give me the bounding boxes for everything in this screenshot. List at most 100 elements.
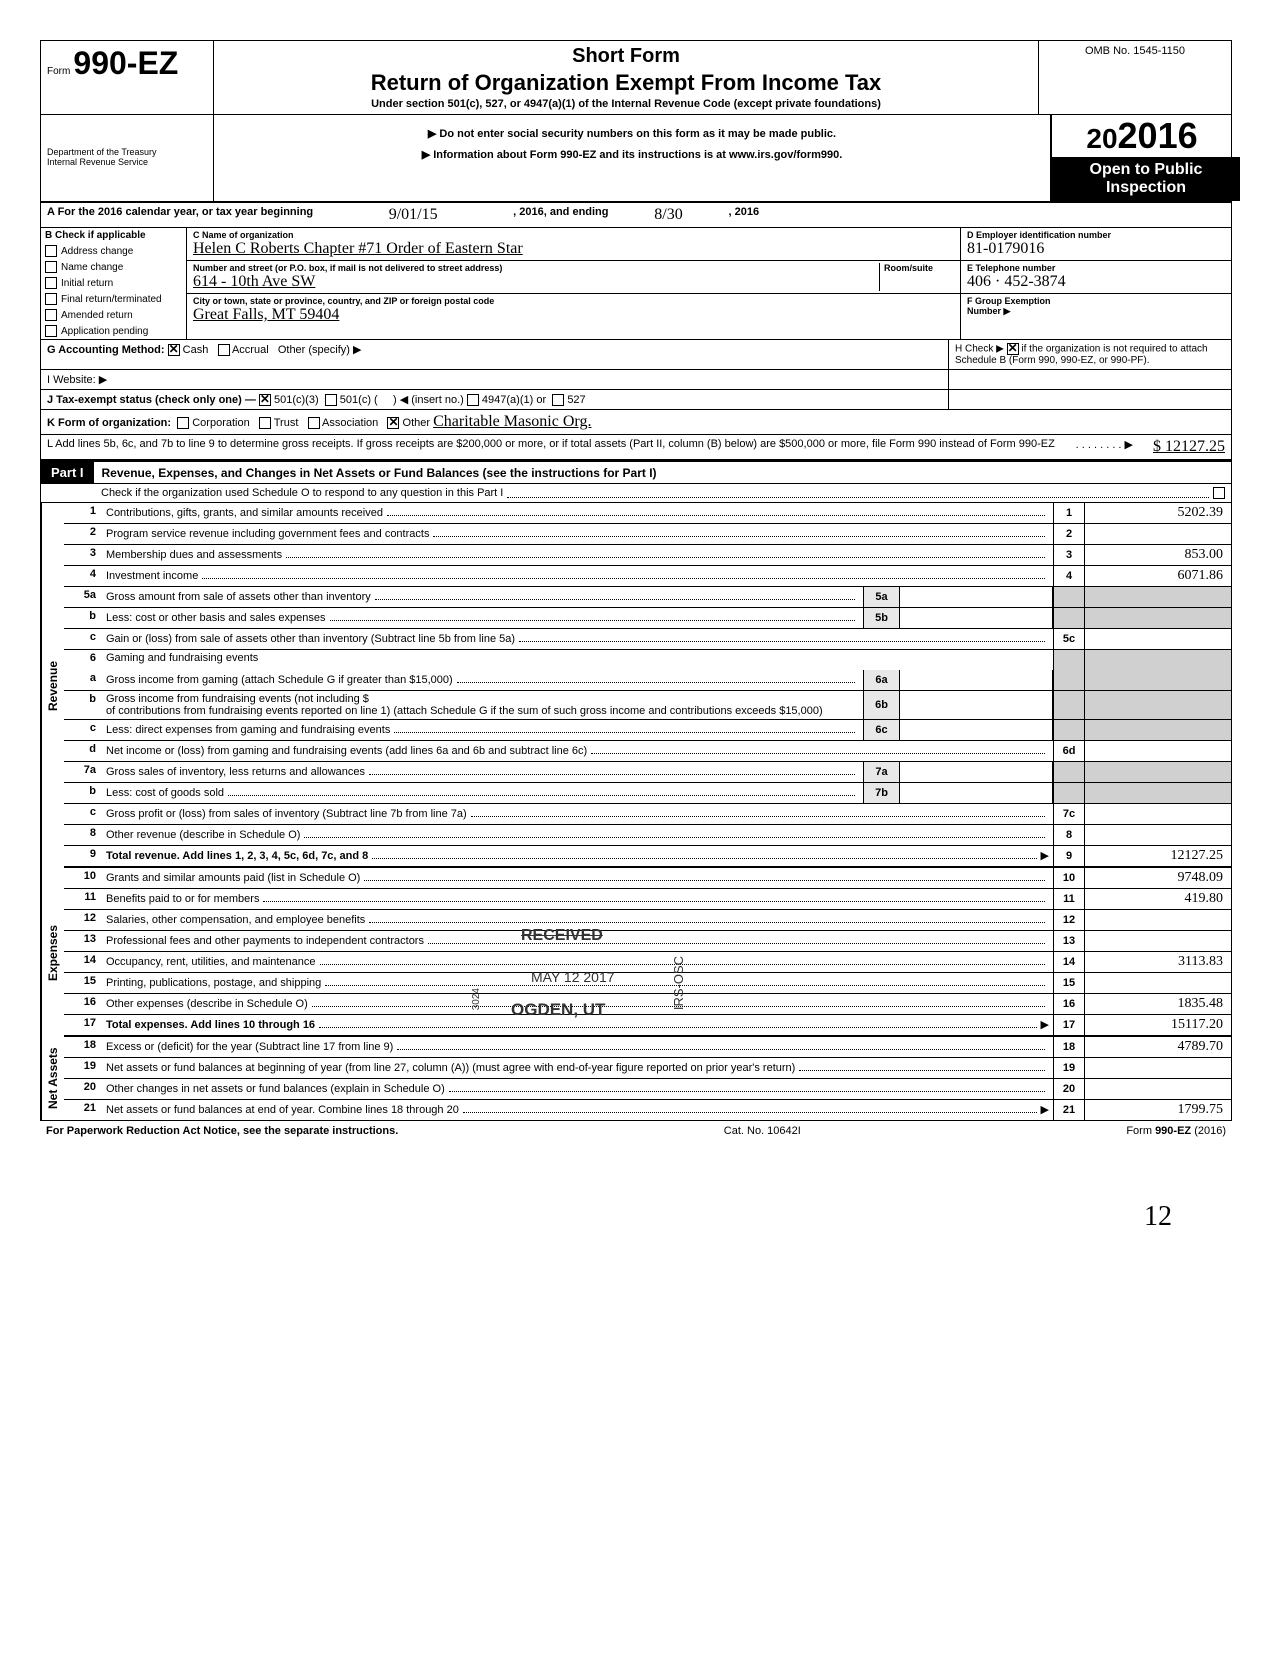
street-value: 614 - 10th Ave SW [193, 273, 879, 291]
check-name[interactable]: Name change [41, 259, 186, 275]
check-pending[interactable]: Application pending [41, 323, 186, 339]
street-label: Number and street (or P.O. box, if mail … [193, 263, 879, 273]
check-trust[interactable] [259, 417, 271, 429]
city-label: City or town, state or province, country… [193, 296, 954, 306]
gross-receipts: $ 12127.25 [1153, 438, 1225, 456]
received-stamp: RECEIVED [521, 927, 603, 945]
dept1: Department of the Treasury [47, 147, 207, 157]
e-label: E Telephone number [967, 263, 1225, 273]
line21-amount: 1799.75 [1084, 1100, 1231, 1120]
accounting-method: G Accounting Method: Cash Accrual Other … [41, 340, 948, 369]
ein-value: 81-0179016 [967, 240, 1225, 258]
name-label: C Name of organization [193, 230, 954, 240]
dept2: Internal Revenue Service [47, 157, 207, 167]
line4-amount: 6071.86 [1084, 566, 1231, 586]
open-public: Open to Public Inspection [1051, 157, 1240, 201]
f-label: F Group Exemption [967, 296, 1225, 306]
h-section: H Check ▶ if the organization is not req… [948, 340, 1231, 369]
row-j: J Tax-exempt status (check only one) — 5… [41, 390, 1231, 410]
omb-cell: OMB No. 1545-1150 [1038, 41, 1231, 114]
check-final[interactable]: Final return/terminated [41, 291, 186, 307]
check-527[interactable] [552, 394, 564, 406]
side-revenue: Revenue [41, 503, 64, 868]
check-501c[interactable] [325, 394, 337, 406]
form-number: 990-EZ [73, 45, 178, 81]
short-form-label: Short Form [224, 45, 1028, 68]
info-row: Department of the Treasury Internal Reve… [41, 115, 1231, 203]
line9-amount: 12127.25 [1084, 846, 1231, 866]
date-stamp: MAY 12 2017 [531, 969, 615, 985]
side-expenses: Expenses [41, 868, 64, 1037]
row-i: I Website: ▶ [41, 370, 1231, 390]
line16-amount: 1835.48 [1084, 994, 1231, 1014]
line3-amount: 853.00 [1084, 545, 1231, 565]
check-h[interactable] [1007, 343, 1019, 355]
check-4947[interactable] [467, 394, 479, 406]
check-initial[interactable]: Initial return [41, 275, 186, 291]
tax-year-begin: 9/01/15 [313, 206, 513, 224]
tax-year-end: 8/30 [609, 206, 729, 224]
org-name: Helen C Roberts Chapter #71 Order of Eas… [193, 240, 954, 258]
footer-left: For Paperwork Reduction Act Notice, see … [46, 1125, 398, 1137]
info-cell: ▶ Do not enter social security numbers o… [214, 115, 1050, 201]
revenue-section: Revenue 1Contributions, gifts, grants, a… [41, 503, 1231, 868]
room-label: Room/suite [884, 263, 954, 273]
main-grid: B Check if applicable Address change Nam… [41, 228, 1231, 340]
row-a: A For the 2016 calendar year, or tax yea… [41, 203, 1231, 228]
col-b-header: B Check if applicable [41, 228, 186, 243]
col-right: D Employer identification number 81-0179… [961, 228, 1231, 339]
check-amended[interactable]: Amended return [41, 307, 186, 323]
header-row: Form 990-EZ Short Form Return of Organiz… [41, 41, 1231, 115]
org-name-row: C Name of organization Helen C Roberts C… [187, 228, 960, 261]
expenses-section: Expenses 10Grants and similar amounts pa… [41, 868, 1231, 1037]
line11-amount: 419.80 [1084, 889, 1231, 909]
footer: For Paperwork Reduction Act Notice, see … [40, 1121, 1232, 1141]
row-k: K Form of organization: Corporation Trus… [41, 410, 1231, 435]
line14-amount: 3113.83 [1084, 952, 1231, 972]
city-row: City or town, state or province, country… [187, 294, 960, 326]
row-l: L Add lines 5b, 6c, and 7b to line 9 to … [41, 435, 1231, 461]
check-other[interactable] [387, 417, 399, 429]
col-b: B Check if applicable Address change Nam… [41, 228, 187, 339]
city-value: Great Falls, MT 59404 [193, 306, 954, 324]
check-501c3[interactable] [259, 394, 271, 406]
part1-header: Part I Revenue, Expenses, and Changes in… [41, 461, 1231, 484]
form-number-cell: Form 990-EZ [41, 41, 214, 114]
part1-title: Revenue, Expenses, and Changes in Net As… [94, 466, 657, 480]
check-corp[interactable] [177, 417, 189, 429]
check-accrual[interactable] [218, 344, 230, 356]
row-l-text: L Add lines 5b, 6c, and 7b to line 9 to … [47, 438, 1056, 456]
form-prefix: Form [47, 66, 70, 77]
ogden-stamp: OGDEN, UT [511, 1000, 605, 1020]
f-label2: Number ▶ [967, 306, 1225, 317]
phone-value: 406 · 452-3874 [967, 273, 1225, 291]
line2-amount [1084, 524, 1231, 544]
line18-amount: 4789.70 [1084, 1037, 1231, 1057]
check-cash[interactable] [168, 344, 180, 356]
footer-mid: Cat. No. 10642I [724, 1125, 801, 1137]
row-a-label: A For the 2016 calendar year, or tax yea… [47, 206, 313, 224]
row-g: G Accounting Method: Cash Accrual Other … [41, 340, 1231, 370]
website-label: I Website: ▶ [41, 370, 948, 389]
check-schedule-o[interactable] [1213, 487, 1225, 499]
part1-check: Check if the organization used Schedule … [41, 484, 1231, 503]
return-title: Return of Organization Exempt From Incom… [224, 70, 1028, 96]
check-address[interactable]: Address change [41, 243, 186, 259]
part1-label: Part I [41, 462, 94, 483]
no-ssn: ▶ Do not enter social security numbers o… [218, 127, 1046, 140]
side-netassets: Net Assets [41, 1037, 64, 1120]
info-link: ▶ Information about Form 990-EZ and its … [218, 148, 1046, 161]
phone-row: E Telephone number 406 · 452-3874 [961, 261, 1231, 294]
group-exemption-row: F Group Exemption Number ▶ [961, 294, 1231, 326]
dept-cell: Department of the Treasury Internal Reve… [41, 115, 214, 201]
street-row: Number and street (or P.O. box, if mail … [187, 261, 960, 294]
subtitle: Under section 501(c), 527, or 4947(a)(1)… [224, 98, 1028, 110]
irs-stamp: IRS-OSC [671, 956, 686, 1010]
other-value: Charitable Masonic Org. [433, 413, 591, 430]
line1-amount: 5202.39 [1084, 503, 1231, 523]
ein-row: D Employer identification number 81-0179… [961, 228, 1231, 261]
check-assoc[interactable] [308, 417, 320, 429]
line17-amount: 15117.20 [1084, 1015, 1231, 1035]
row-a-endyear: , 2016 [729, 206, 760, 224]
form-990ez: Form 990-EZ Short Form Return of Organiz… [40, 40, 1232, 1121]
